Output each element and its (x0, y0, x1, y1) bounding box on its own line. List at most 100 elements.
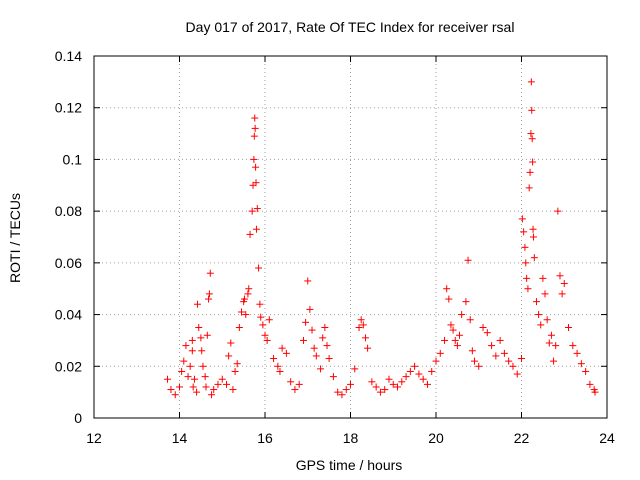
data-point (263, 336, 271, 344)
data-point (394, 383, 402, 391)
data-point (287, 378, 295, 386)
data-point (475, 362, 483, 370)
data-point (402, 373, 410, 381)
data-point (389, 380, 397, 388)
data-point (447, 321, 455, 329)
y-tick-label: 0.04 (55, 307, 82, 323)
data-point (190, 375, 198, 383)
x-axis-title: GPS time / hours (296, 457, 403, 473)
y-tick-label: 0 (74, 410, 82, 426)
data-point (479, 324, 487, 331)
data-point (411, 362, 419, 370)
data-point (193, 388, 201, 396)
data-point (453, 342, 461, 350)
data-point (443, 285, 451, 293)
data-point (488, 342, 496, 350)
data-point (167, 386, 175, 394)
data-point (295, 380, 303, 388)
y-axis-title: ROTI / TECUs (7, 193, 23, 283)
data-point (188, 336, 196, 344)
data-point (483, 329, 491, 337)
data-point (351, 365, 359, 373)
data-point (492, 352, 500, 360)
data-point (436, 349, 444, 357)
data-point (524, 285, 532, 293)
data-point (355, 324, 363, 331)
data-point (530, 254, 538, 262)
data-point (518, 355, 525, 363)
x-tick-label: 14 (172, 430, 188, 446)
y-tick-label: 0.08 (55, 203, 82, 219)
data-point (522, 259, 530, 267)
data-point (527, 78, 535, 86)
data-point (372, 383, 380, 391)
data-point (573, 349, 581, 357)
data-point (193, 300, 201, 308)
data-point (423, 380, 431, 388)
data-point (178, 367, 186, 375)
data-point (357, 316, 365, 324)
data-point (381, 386, 389, 394)
data-point (201, 373, 209, 381)
data-point (323, 342, 331, 350)
data-point (253, 205, 261, 213)
data-point (233, 360, 241, 368)
data-point (545, 339, 553, 347)
data-point (406, 367, 414, 375)
data-point (197, 334, 205, 342)
data-point (176, 383, 183, 391)
data-point (203, 331, 211, 339)
data-point (537, 321, 545, 329)
data-point (186, 362, 194, 370)
data-point (526, 168, 534, 176)
data-point (310, 344, 318, 352)
data-point (415, 370, 423, 378)
y-tick-label: 0.02 (55, 358, 82, 374)
data-point (231, 367, 239, 375)
data-point (535, 311, 543, 319)
data-point (513, 370, 521, 378)
data-point (321, 324, 329, 331)
data-point (451, 336, 459, 344)
data-point (242, 311, 250, 319)
data-point (456, 331, 464, 339)
data-point (214, 380, 222, 388)
data-point (385, 375, 393, 383)
y-tick-label: 0.1 (63, 151, 83, 167)
y-tick-label: 0.12 (55, 100, 82, 116)
data-point (361, 334, 369, 342)
data-point (184, 373, 192, 381)
data-point (259, 321, 267, 329)
data-point (591, 388, 599, 396)
data-point (308, 326, 316, 334)
data-point (449, 326, 457, 334)
data-point (229, 386, 237, 394)
data-point (240, 295, 248, 303)
data-point (556, 272, 564, 280)
data-point (558, 290, 566, 298)
data-point (276, 367, 284, 375)
data-point (565, 324, 573, 331)
data-point (218, 375, 226, 383)
data-point (274, 362, 282, 370)
data-point (529, 158, 537, 166)
data-point (376, 388, 384, 396)
data-point (338, 391, 346, 399)
data-point (398, 378, 406, 386)
data-point (347, 380, 354, 388)
data-point (202, 383, 210, 391)
data-point (428, 367, 436, 375)
y-tick-label: 0.06 (55, 255, 82, 271)
data-point (445, 295, 453, 303)
data-point (329, 373, 337, 381)
data-point (235, 324, 243, 331)
data-point (547, 331, 555, 339)
data-point (244, 290, 252, 298)
data-point (302, 318, 310, 326)
data-point (458, 311, 466, 319)
data-point (312, 352, 320, 360)
x-tick-label: 24 (599, 430, 615, 446)
data-point (198, 347, 206, 355)
data-point (342, 386, 350, 394)
